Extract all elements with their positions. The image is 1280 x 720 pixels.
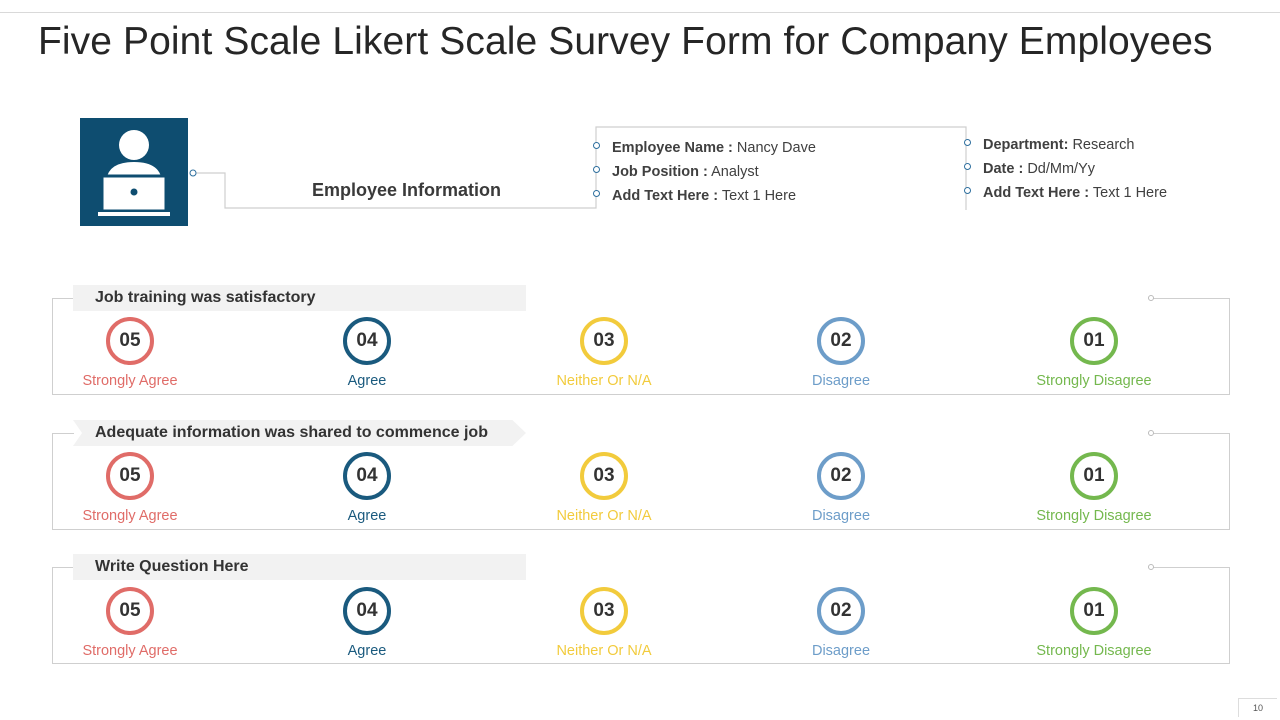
info-key: Department: [983, 137, 1069, 153]
rating-label: Neither Or N/A [556, 643, 652, 659]
user-at-laptop-icon [98, 130, 170, 216]
scale-option-agree[interactable]: 04 Agree [287, 587, 447, 659]
rating-label: Strongly Disagree [1036, 373, 1152, 389]
rating-circle[interactable]: 03 [580, 587, 628, 635]
info-value: Analyst [711, 164, 759, 180]
rating-circle[interactable]: 01 [1070, 587, 1118, 635]
info-key: Add Text Here : [983, 185, 1090, 201]
info-row: Department: Research [964, 133, 1167, 157]
scale-option-strongly-disagree[interactable]: 01 Strongly Disagree [1014, 317, 1174, 389]
scale-option-agree[interactable]: 04 Agree [287, 452, 447, 524]
employee-information-label: Employee Information [312, 180, 502, 200]
info-key: Date : [983, 161, 1024, 177]
rating-label: Strongly Disagree [1036, 643, 1152, 659]
bullet-dot-icon [593, 190, 600, 197]
rating-label: Neither Or N/A [556, 373, 652, 389]
scale-option-strongly-agree[interactable]: 05 Strongly Agree [50, 317, 210, 389]
rating-label: Strongly Agree [82, 373, 178, 389]
rating-circle[interactable]: 02 [817, 587, 865, 635]
employee-info-right: Department: Research Date : Dd/Mm/Yy Add… [964, 133, 1168, 205]
scale-option-neither[interactable]: 03 Neither Or N/A [524, 587, 684, 659]
rating-circle[interactable]: 02 [817, 452, 865, 500]
rating-label: Disagree [811, 643, 871, 659]
info-value: Research [1072, 137, 1135, 153]
scale-option-neither[interactable]: 03 Neither Or N/A [524, 452, 684, 524]
bullet-dot-icon [964, 139, 971, 146]
info-key: Job Position : [612, 164, 708, 180]
rating-label: Disagree [811, 373, 871, 389]
page-title: Five Point Scale Likert Scale Survey For… [38, 20, 1213, 63]
info-row: Date : Dd/Mm/Yy [964, 157, 1167, 181]
info-value: Text 1 Here [721, 188, 797, 204]
rating-circle[interactable]: 04 [343, 452, 391, 500]
rating-label: Strongly Agree [82, 508, 178, 524]
rating-label: Agree [347, 508, 387, 524]
rating-circle[interactable]: 05 [106, 587, 154, 635]
info-row: Employee Name : Nancy Dave [593, 136, 816, 160]
rating-circle[interactable]: 04 [343, 317, 391, 365]
info-row: Add Text Here : Text 1 Here [593, 184, 816, 208]
rating-circle[interactable]: 05 [106, 452, 154, 500]
bullet-dot-icon [593, 166, 600, 173]
rating-label: Agree [347, 643, 387, 659]
rating-label: Strongly Disagree [1036, 508, 1152, 524]
info-key: Employee Name : [612, 140, 733, 156]
scale-option-strongly-agree[interactable]: 05 Strongly Agree [50, 587, 210, 659]
info-row: Job Position : Analyst [593, 160, 816, 184]
scale-option-disagree[interactable]: 02 Disagree [761, 317, 921, 389]
top-rule [0, 12, 1280, 13]
rating-circle[interactable]: 01 [1070, 452, 1118, 500]
info-connector-lines [189, 126, 967, 210]
question-panel-1 [52, 298, 1230, 395]
scale-option-neither[interactable]: 03 Neither Or N/A [524, 317, 684, 389]
bullet-dot-icon [964, 187, 971, 194]
corner-dot-icon [1148, 564, 1154, 570]
rating-circle[interactable]: 04 [343, 587, 391, 635]
corner-dot-icon [1148, 295, 1154, 301]
scale-option-strongly-disagree[interactable]: 01 Strongly Disagree [1014, 587, 1174, 659]
info-value: Text 1 Here [1092, 185, 1168, 201]
question-label-1: Job training was satisfactory [73, 285, 526, 311]
scale-option-strongly-disagree[interactable]: 01 Strongly Disagree [1014, 452, 1174, 524]
rating-label: Agree [347, 373, 387, 389]
rating-label: Neither Or N/A [556, 508, 652, 524]
question-label-2: Adequate information was shared to comme… [73, 420, 526, 446]
info-key: Add Text Here : [612, 188, 719, 204]
bullet-dot-icon [964, 163, 971, 170]
page-number: 10 [1238, 698, 1277, 717]
question-label-3: Write Question Here [73, 554, 526, 580]
info-row: Add Text Here : Text 1 Here [964, 181, 1168, 205]
rating-circle[interactable]: 02 [817, 317, 865, 365]
scale-option-disagree[interactable]: 02 Disagree [761, 587, 921, 659]
scale-option-agree[interactable]: 04 Agree [287, 317, 447, 389]
employee-info-left: Employee Name : Nancy Dave Job Position … [593, 136, 816, 208]
question-panel-2 [52, 433, 1230, 530]
info-value: Dd/Mm/Yy [1027, 161, 1095, 177]
rating-circle[interactable]: 01 [1070, 317, 1118, 365]
info-value: Nancy Dave [736, 140, 816, 156]
scale-option-disagree[interactable]: 02 Disagree [761, 452, 921, 524]
corner-dot-icon [1148, 430, 1154, 436]
rating-circle[interactable]: 05 [106, 317, 154, 365]
rating-circle[interactable]: 03 [580, 452, 628, 500]
rating-label: Disagree [811, 508, 871, 524]
question-panel-3 [52, 567, 1230, 664]
scale-option-strongly-agree[interactable]: 05 Strongly Agree [50, 452, 210, 524]
rating-circle[interactable]: 03 [580, 317, 628, 365]
rating-label: Strongly Agree [82, 643, 178, 659]
bullet-dot-icon [593, 142, 600, 149]
avatar [80, 118, 188, 226]
